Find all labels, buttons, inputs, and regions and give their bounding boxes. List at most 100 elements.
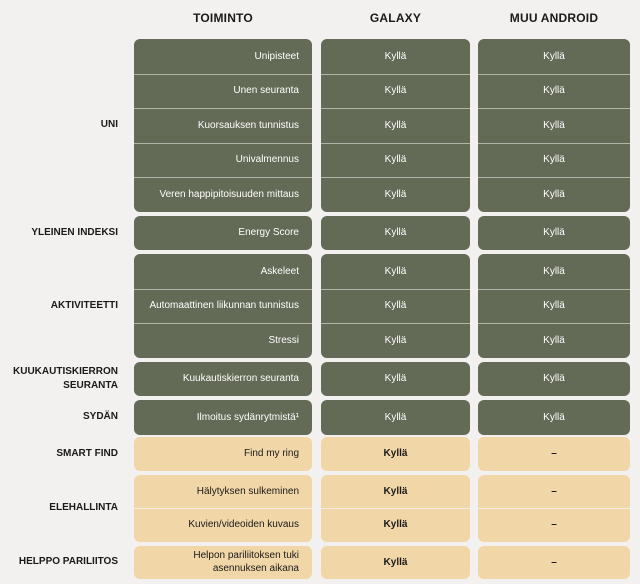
category-kuukautiskierron-seuranta: KUUKAUTISKIERRON SEURANTA — [13, 365, 118, 391]
feature-cell: Energy Score — [238, 227, 299, 239]
feature-cell: Univalmennus — [235, 154, 299, 166]
other-value-cell: Kyllä — [543, 227, 565, 239]
category-helppo-pariliitos: HELPPO PARILIITOS — [18, 556, 118, 568]
galaxy-value-cell: Kyllä — [383, 519, 408, 531]
feature-cell: Kuvien/videoiden kuvaus — [188, 519, 299, 531]
galaxy-value-cell: Kyllä — [383, 485, 408, 497]
category-yleinen-indeksi: YLEINEN INDEKSI — [31, 226, 118, 238]
feature-panel-helppo-pariliitos: Helpon pariliitoksen tuki asennuksen aik… — [134, 545, 312, 579]
category-elehallinta: ELEHALLINTA — [49, 502, 118, 513]
row-divider — [478, 142, 630, 144]
other-panel-helppo-pariliitos: – — [478, 545, 630, 579]
row-divider — [321, 108, 470, 109]
galaxy-panel-kuukautiskierron-seuranta: Kyllä — [321, 361, 470, 396]
other-value-cell: Kyllä — [543, 334, 565, 346]
feature-panel-uni: Unipisteet Unen seuranta Kuorsauksen tunni… — [134, 39, 312, 212]
other-value-cell: – — [551, 556, 557, 568]
other-panel-aktiviteetti: Kyllä Kyllä Kyllä — [478, 254, 630, 358]
galaxy-value-cell: Kyllä — [384, 411, 407, 423]
galaxy-value-cell: Kyllä — [384, 85, 407, 97]
galaxy-value-cell: Kyllä — [384, 227, 407, 239]
other-value-cell: Kyllä — [543, 265, 565, 277]
other-panel-kuukautiskierron-seuranta: Kyllä — [478, 361, 630, 396]
feature-panel-sydan: Ilmoitus sydänrytmistä¹ — [134, 400, 312, 435]
feature-cell: Hälytyksen sulkeminen — [196, 485, 299, 497]
feature-cell: Unipisteet — [254, 50, 299, 62]
other-value-cell: Kyllä — [543, 411, 565, 423]
galaxy-panel-elehallinta: Kyllä Kyllä — [321, 474, 470, 542]
category-aktiviteetti: AKTIVITEETTI — [50, 299, 118, 311]
other-value-cell: Kyllä — [543, 50, 565, 62]
feature-cell: Automaattinen liikunnan tunnistus — [149, 300, 299, 312]
feature-cell: Unen seuranta — [233, 85, 299, 97]
other-panel-sydan: Kyllä — [478, 400, 630, 435]
other-panel-uni: Kyllä Kyllä Kyllä Kyllä Kyllä — [478, 39, 630, 212]
galaxy-value-cell: Kyllä — [384, 300, 407, 312]
galaxy-value-cell: Kyllä — [384, 373, 407, 385]
row-divider — [134, 142, 312, 144]
header-galaxy: GALAXY — [369, 11, 422, 25]
other-value-cell: Kyllä — [543, 373, 565, 385]
feature-cell: Find my ring — [243, 448, 299, 460]
row-divider — [134, 508, 312, 509]
galaxy-panel-helppo-pariliitos: Kyllä — [321, 545, 470, 579]
row-divider — [321, 288, 470, 290]
row-divider — [478, 508, 630, 509]
galaxy-value-cell: Kyllä — [384, 119, 407, 131]
feature-cell: Kuukautiskierron seuranta — [182, 373, 299, 385]
row-divider — [478, 73, 630, 75]
other-value-cell: – — [551, 448, 557, 460]
other-value-cell: Kyllä — [543, 85, 565, 97]
feature-panel-kuukautiskierron-seuranta: Kuukautiskierron seuranta — [134, 361, 312, 396]
galaxy-panel-yleinen-indeksi: Kyllä — [321, 215, 470, 250]
other-panel-elehallinta: – – — [478, 474, 630, 542]
other-value-cell: Kyllä — [543, 188, 565, 200]
row-divider — [134, 108, 312, 109]
other-value-cell: Kyllä — [543, 154, 565, 166]
other-panel-yleinen-indeksi: Kyllä — [478, 215, 630, 250]
feature-cell: Ilmoitus sydänrytmistä¹ — [196, 411, 299, 423]
category-smart-find: SMART FIND — [56, 447, 118, 459]
category-sydan: SYDÄN — [82, 411, 118, 423]
feature-cell: Veren happipitoisuuden mittaus — [159, 188, 299, 200]
row-divider — [134, 73, 312, 75]
row-divider — [478, 288, 630, 290]
row-divider — [321, 177, 470, 178]
header-feature: TOIMINTO — [193, 11, 253, 25]
row-divider — [478, 177, 630, 178]
row-divider — [134, 288, 312, 290]
galaxy-value-cell: Kyllä — [383, 448, 408, 460]
galaxy-panel-sydan: Kyllä — [321, 400, 470, 435]
galaxy-panel-uni: Kyllä Kyllä Kyllä Kyllä Kyllä — [321, 39, 470, 212]
row-divider — [134, 323, 312, 324]
feature-panel-yleinen-indeksi: Energy Score — [134, 215, 312, 250]
feature-cell: Stressi — [268, 334, 299, 346]
row-divider — [478, 323, 630, 324]
galaxy-value-cell: Kyllä — [384, 334, 407, 346]
other-value-cell: Kyllä — [543, 300, 565, 312]
category-uni: UNI — [100, 119, 118, 131]
galaxy-panel-smart-find: Kyllä — [321, 437, 470, 471]
row-divider — [321, 323, 470, 324]
galaxy-panel-aktiviteetti: Kyllä Kyllä Kyllä — [321, 254, 470, 358]
row-divider — [321, 142, 470, 144]
row-divider — [134, 177, 312, 178]
feature-cell: Askeleet — [260, 265, 299, 277]
galaxy-value-cell: Kyllä — [384, 50, 407, 62]
galaxy-value-cell: Kyllä — [384, 265, 407, 277]
row-divider — [478, 108, 630, 109]
header-other-android: MUU ANDROID — [509, 11, 599, 25]
feature-panel-aktiviteetti: Askeleet Automaattinen liikunnan tunnistu… — [134, 254, 312, 358]
feature-panel-smart-find: Find my ring — [134, 437, 312, 471]
feature-cell: Helpon pariliitoksen tuki asennuksen aik… — [193, 550, 299, 575]
feature-cell: Kuorsauksen tunnistus — [197, 119, 299, 131]
galaxy-value-cell: Kyllä — [384, 188, 407, 200]
feature-panel-elehallinta: Hälytyksen sulkeminen Kuvien/videoiden ku… — [134, 474, 312, 542]
row-divider — [321, 508, 470, 509]
row-divider — [321, 73, 470, 75]
other-value-cell: – — [551, 485, 557, 497]
other-value-cell: Kyllä — [543, 119, 565, 131]
other-panel-smart-find: – — [478, 437, 630, 471]
galaxy-value-cell: Kyllä — [383, 556, 408, 568]
galaxy-value-cell: Kyllä — [384, 154, 407, 166]
